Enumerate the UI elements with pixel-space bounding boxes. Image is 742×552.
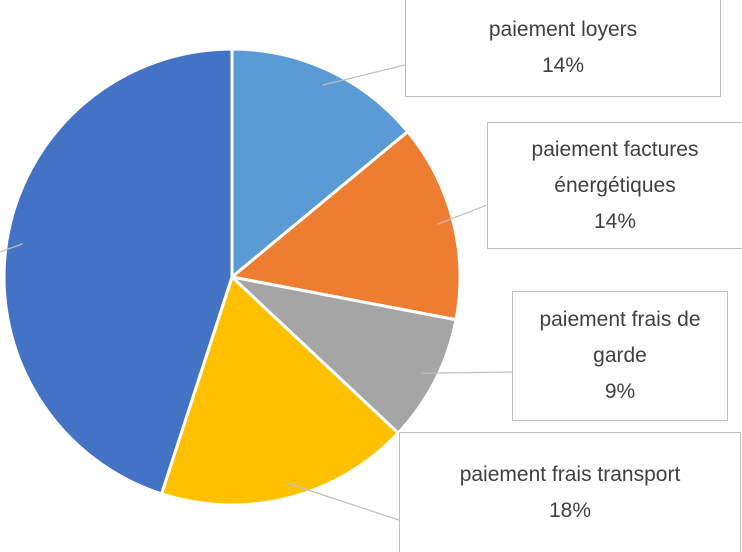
leader-line xyxy=(284,481,400,521)
category-label: paiement frais de garde xyxy=(539,308,701,367)
category-label: paiement loyers xyxy=(488,18,638,41)
category-label: paiement factures énergétiques xyxy=(531,137,699,197)
value-label: 14% xyxy=(593,209,637,233)
data-label-box: paiement factures énergétiques 14% xyxy=(487,122,742,249)
value-label: 9% xyxy=(604,380,636,403)
pie-slice xyxy=(2,47,234,496)
pie-slice xyxy=(227,274,458,436)
category-label: paiement frais transport xyxy=(459,463,681,486)
data-label-box: paiement frais de garde 9% xyxy=(512,291,728,421)
leader-line xyxy=(0,243,23,253)
pie-slice xyxy=(230,47,410,281)
pie-slice xyxy=(159,274,401,507)
data-label-box: paiement loyers 14% xyxy=(405,0,721,97)
value-label: 14% xyxy=(541,54,585,77)
pie-slice xyxy=(228,129,462,322)
value-label: 18% xyxy=(548,499,592,522)
leader-line xyxy=(322,64,406,86)
data-label-box: paiement frais transport 18% xyxy=(399,432,741,552)
leader-line xyxy=(420,371,513,374)
leader-line xyxy=(437,204,488,225)
